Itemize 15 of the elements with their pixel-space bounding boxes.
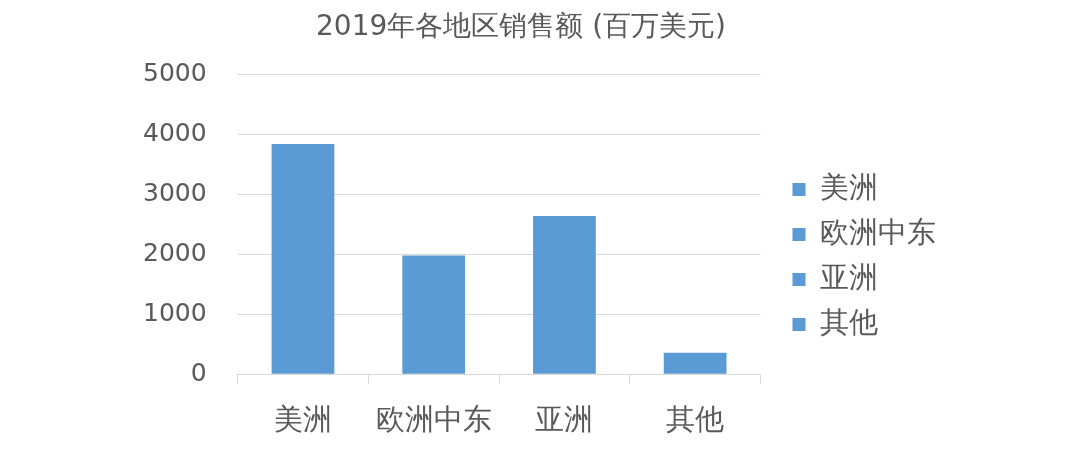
x-tick-label: 美洲 bbox=[273, 402, 332, 437]
x-tick-label: 其他 bbox=[666, 402, 725, 437]
legend-label: 欧洲中东 bbox=[820, 215, 936, 250]
legend-label: 其他 bbox=[820, 305, 878, 340]
y-tick-label: 5000 bbox=[143, 58, 207, 88]
y-tick-label: 0 bbox=[190, 357, 207, 387]
x-tick-label: 欧洲中东 bbox=[375, 402, 492, 437]
y-tick-label: 2000 bbox=[143, 237, 207, 267]
y-tick-label: 3000 bbox=[143, 177, 207, 207]
legend-label: 美洲 bbox=[820, 170, 878, 205]
y-tick-label: 4000 bbox=[143, 118, 207, 148]
chart-title: 2019年各地区销售额 (百万美元) bbox=[315, 9, 727, 43]
x-tick-label: 亚洲 bbox=[535, 402, 594, 437]
legend-label: 亚洲 bbox=[820, 260, 878, 295]
y-tick-label: 1000 bbox=[143, 297, 207, 327]
